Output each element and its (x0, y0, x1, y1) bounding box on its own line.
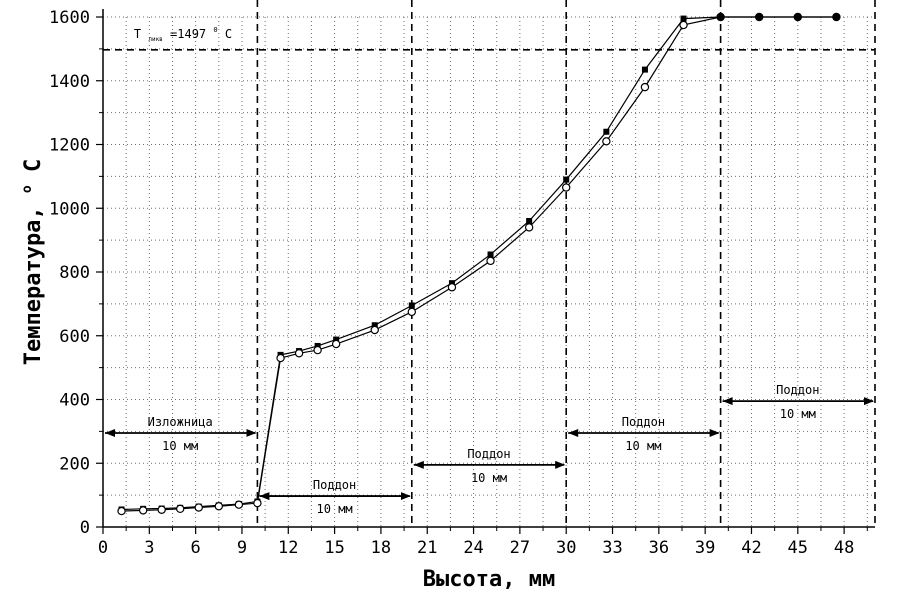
x-tick-label: 27 (510, 538, 530, 558)
series-2-point (407, 307, 416, 317)
series-1-point (603, 128, 610, 135)
x-tick-label: 12 (278, 538, 298, 558)
threshold-label-unit: C (225, 27, 232, 41)
series-2-point (447, 283, 457, 292)
threshold-label-sub: ликв (148, 36, 162, 43)
y-tick-label: 0 (80, 518, 90, 538)
x-tick-label: 24 (463, 538, 483, 558)
series-1-line (121, 16, 837, 511)
zone-arrow-left-head (259, 492, 270, 501)
zone-size: 10 мм (625, 439, 661, 453)
zone-title: Изложница (148, 415, 213, 429)
y-axis-title-unit-sup: o (20, 185, 35, 193)
series-2-point (175, 504, 185, 514)
series-1-point (563, 176, 570, 183)
series-2-point (562, 183, 571, 192)
x-tick-label: 3 (144, 538, 154, 558)
zone-size: 10 мм (780, 407, 816, 421)
axes (96, 9, 875, 534)
zone-title: Поддон (776, 383, 819, 397)
y-tick-label: 1400 (49, 72, 90, 92)
threshold-label-value: =1497 (170, 27, 206, 41)
series-2-point (524, 223, 534, 232)
x-tick-label: 21 (417, 538, 437, 558)
x-tick-label: 9 (237, 538, 247, 558)
series-2-point (276, 353, 285, 363)
zone-title: Поддон (467, 447, 510, 461)
liquidus-threshold: T ликв =1497 0 C (103, 21, 875, 51)
series-2-point (117, 506, 126, 516)
series-overlap-point (793, 13, 802, 21)
series-2-point (253, 498, 262, 508)
series-2-point (331, 339, 341, 349)
series-2-point (294, 349, 304, 358)
series-2-point (602, 137, 611, 146)
grid (103, 16, 875, 527)
series-overlap-point (716, 13, 725, 21)
y-tick-label: 800 (59, 263, 90, 283)
zone-arrow-left-head (722, 397, 733, 406)
x-axis-title: Высота, мм (423, 567, 555, 592)
series-2-point (234, 500, 244, 509)
x-tick-labels: 0 3 6 9 12 15 18 21 24 27 30 33 36 39 42 45 48 (98, 538, 854, 558)
series-2-point (194, 503, 203, 512)
zone-title: Поддон (622, 415, 665, 429)
y-axis-title-text: Температура, (21, 206, 46, 365)
zone-title: Поддон (313, 478, 356, 492)
zone-arrow-left-head (105, 428, 115, 437)
y-tick-label: 400 (59, 391, 90, 411)
threshold-label-t: T (134, 27, 141, 41)
y-axis-title-unit: С (21, 159, 46, 172)
x-tick-label: 0 (98, 538, 108, 558)
series-2-point (640, 82, 650, 92)
y-axis-title: Температура, o С (12, 159, 46, 366)
y-tick-label: 1200 (49, 136, 90, 156)
y-tick-label: 1600 (49, 8, 90, 28)
series-1-point (680, 15, 687, 22)
liquidus-threshold-label: T ликв =1497 0 C (134, 21, 232, 44)
x-tick-label: 33 (602, 538, 622, 558)
series-2-point (679, 20, 688, 30)
zone-size: 10 мм (317, 502, 353, 516)
x-tick-label: 30 (556, 538, 576, 558)
x-tick-label: 48 (834, 538, 854, 558)
data-series (117, 12, 841, 516)
series-1-point (641, 66, 648, 73)
series-overlap-point (755, 13, 764, 21)
x-tick-label: 18 (371, 538, 391, 558)
zone-arrow-left-head (568, 428, 579, 437)
x-tick-label: 42 (741, 538, 761, 558)
zone-size: 10 мм (162, 439, 198, 453)
x-tick-label: 36 (649, 538, 669, 558)
series-1-point (333, 336, 340, 343)
zone-arrow-left-head (413, 460, 424, 469)
x-tick-label: 45 (788, 538, 808, 558)
series-2-point (138, 506, 148, 515)
y-tick-label: 1000 (49, 199, 90, 219)
series-2-point (157, 505, 166, 514)
series-2-point (370, 325, 379, 335)
series-1-point (487, 251, 494, 258)
series-2-point (313, 345, 322, 355)
x-tick-label: 39 (695, 538, 715, 558)
threshold-label-deg: 0 (213, 26, 217, 34)
x-tick-label: 15 (324, 538, 344, 558)
series-1-point (408, 302, 415, 309)
series-overlap-point (832, 13, 841, 21)
x-tick-label: 6 (191, 538, 201, 558)
zone-size: 10 мм (471, 471, 507, 485)
series-2-line (121, 16, 837, 512)
series-2-point (214, 502, 223, 511)
y-tick-label: 600 (59, 327, 90, 347)
series-1-point (526, 218, 533, 224)
zone-annotations: Изложница 10 мм Поддон 10 мм Поддон 10 мм Подд… (105, 383, 874, 516)
y-tick-labels: 0 200 400 600 800 1000 1200 1400 1600 (49, 8, 90, 538)
y-tick-label: 200 (59, 454, 90, 474)
series-2-point (486, 256, 495, 266)
series-1-point (371, 322, 378, 329)
zone-boundaries (256, 0, 876, 527)
